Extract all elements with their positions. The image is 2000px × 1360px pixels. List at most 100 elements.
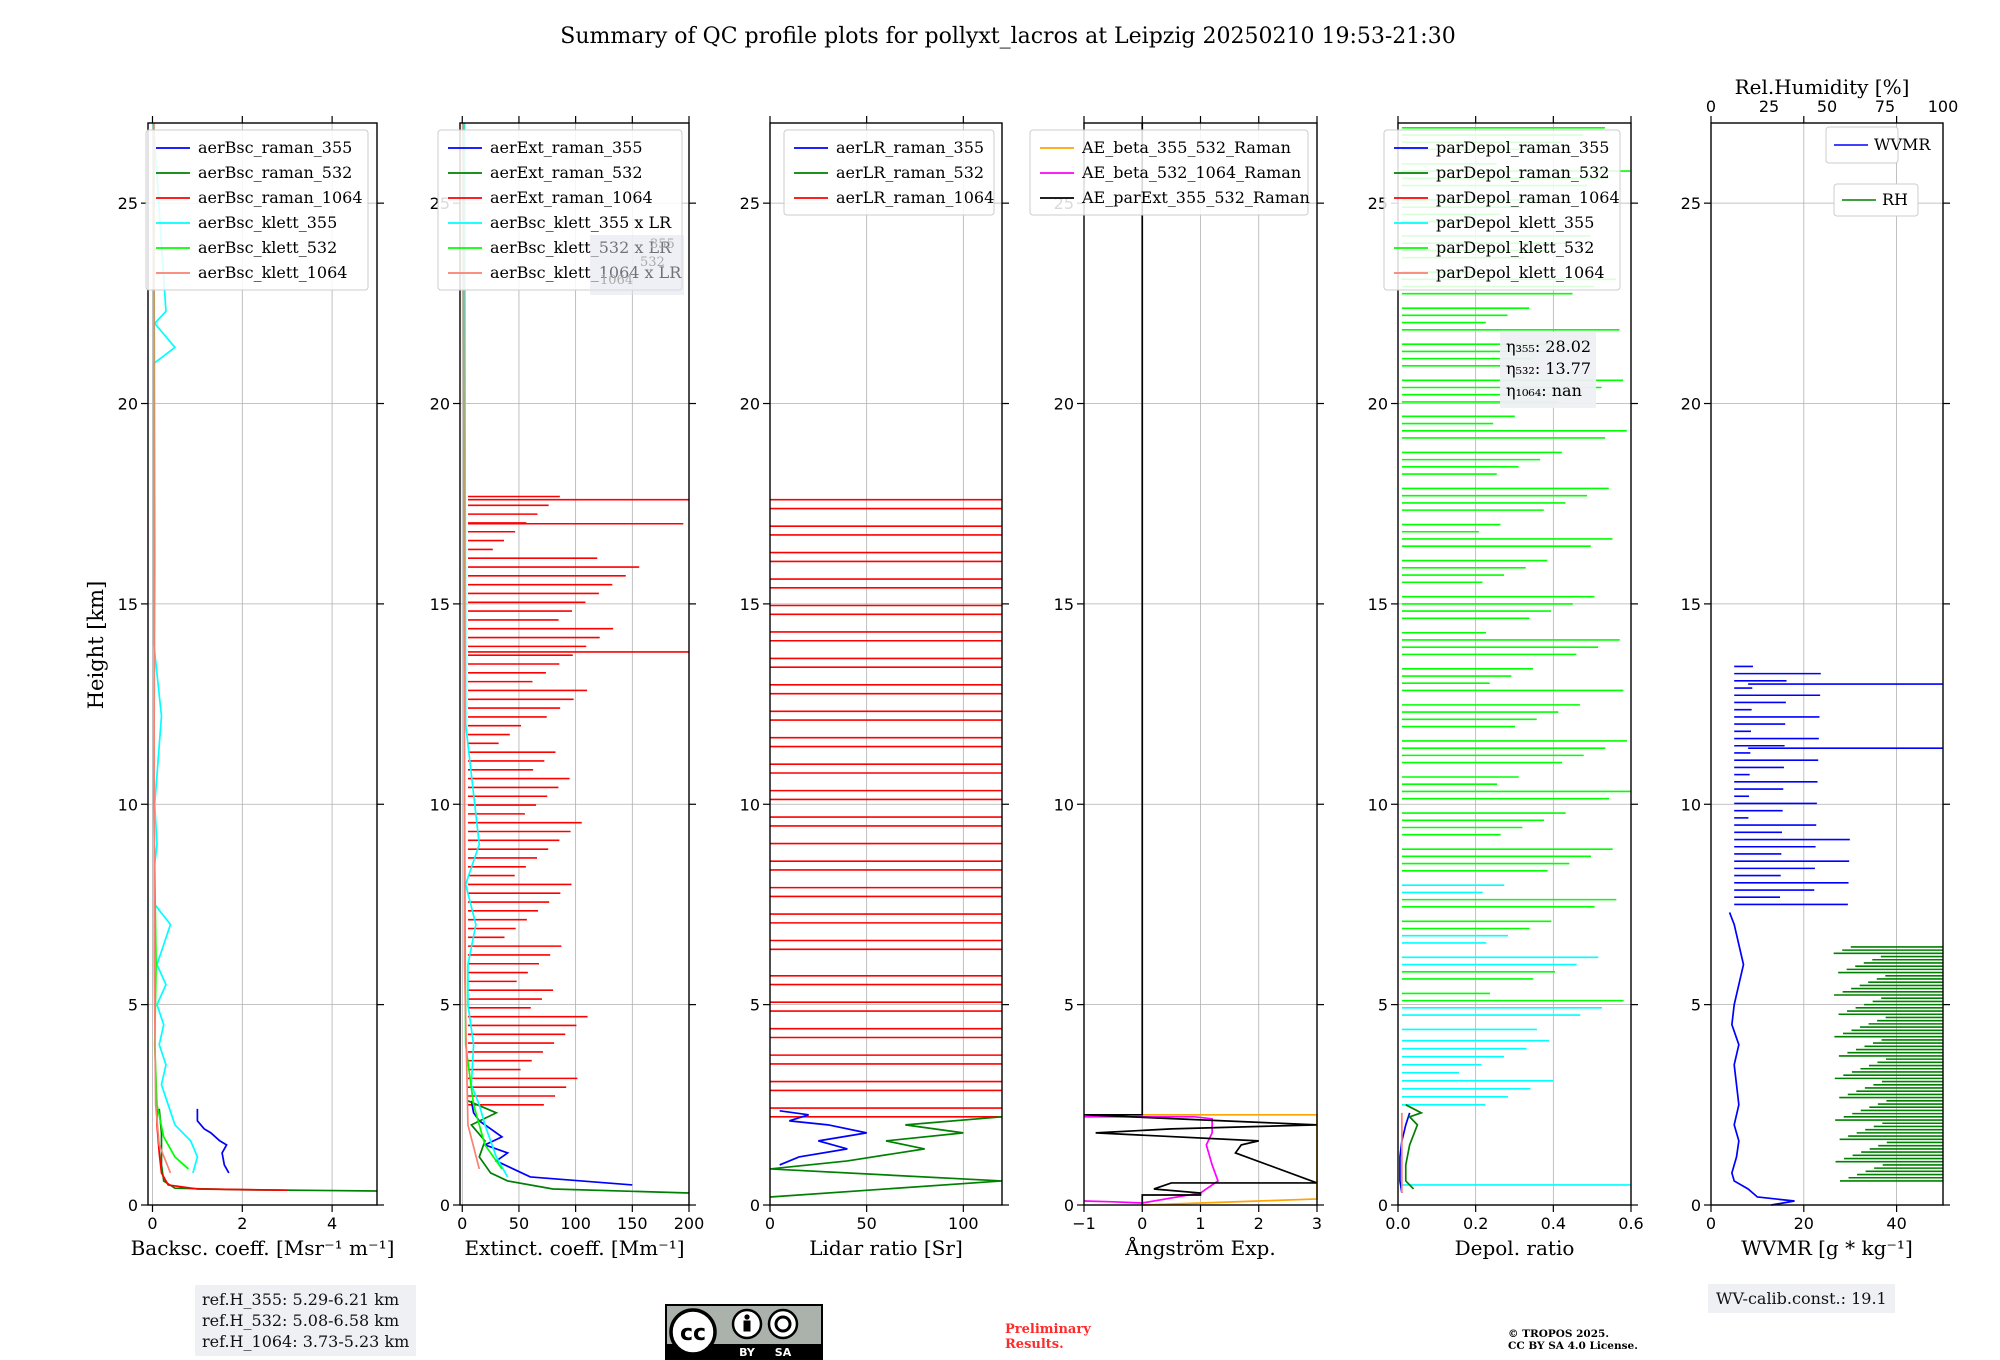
y-tick-label: 10 bbox=[740, 795, 760, 814]
wv-legend: WVMR RH bbox=[1825, 126, 1931, 217]
rh-tick-label: 50 bbox=[1817, 97, 1837, 116]
wv-legend-label: WVMR bbox=[1874, 135, 1931, 154]
x-tick-label: 100 bbox=[560, 1214, 591, 1233]
x-tick-label: 20 bbox=[1794, 1214, 1814, 1233]
y-tick-label: 0 bbox=[1691, 1196, 1701, 1215]
eta-1064: η₁₀₆₄: nan bbox=[1506, 381, 1582, 400]
y-tick-label: 25 bbox=[118, 194, 138, 213]
x-tick-label: 40 bbox=[1886, 1214, 1906, 1233]
series-line-parDepol_raman_355 bbox=[1399, 1112, 1411, 1194]
legend-label: aerBsc_raman_532 bbox=[198, 163, 352, 182]
y-tick-label: 25 bbox=[740, 194, 760, 213]
x-tick-label: −1 bbox=[1072, 1214, 1096, 1233]
legend-box bbox=[145, 129, 369, 291]
y-tick-label: 5 bbox=[1378, 996, 1388, 1015]
y-tick-label: 20 bbox=[118, 395, 138, 414]
legend-box bbox=[1029, 129, 1309, 216]
x-tick-label: 50 bbox=[509, 1214, 529, 1233]
preliminary-note: Preliminary Results. bbox=[1005, 1322, 1091, 1352]
series-line-aerBsc_raman_1064 bbox=[156, 1108, 288, 1192]
x-axis-label: Lidar ratio [Sr] bbox=[809, 1236, 963, 1260]
legend-label: AE_beta_355_532_Raman bbox=[1081, 138, 1291, 157]
legend-label: aerBsc_klett_355 x LR bbox=[490, 213, 672, 232]
axes-frame bbox=[1710, 122, 1944, 1206]
y-tick-label: 5 bbox=[1691, 996, 1701, 1015]
legend-label: parDepol_raman_355 bbox=[1436, 138, 1609, 157]
series-line-aerBsc_raman_355 bbox=[196, 1108, 230, 1174]
series-line-parDepol_raman_532 bbox=[1404, 1104, 1424, 1190]
legend-label: aerBsc_raman_355 bbox=[198, 138, 352, 157]
y-tick-label: 0 bbox=[1064, 1196, 1074, 1215]
series-line-aerExt_raman_532 bbox=[467, 1100, 690, 1194]
panel-angstrom: −101230510152025Ångström Exp.AE_beta_355… bbox=[1029, 116, 1324, 1260]
eta-355: η₃₅₅: 28.02 bbox=[1506, 337, 1591, 356]
legend-label: aerLR_raman_1064 bbox=[836, 188, 994, 207]
x-axis-label: WVMR [g * kg⁻¹] bbox=[1741, 1236, 1913, 1260]
rh-axis-label: Rel.Humidity [%] bbox=[1735, 75, 1910, 99]
y-tick-label: 20 bbox=[1681, 395, 1701, 414]
series-line-aerBsc_raman_532 bbox=[158, 1108, 378, 1192]
x-tick-label: 0 bbox=[1706, 1214, 1716, 1233]
eta-info-box: η₃₅₅: 28.02 η₅₃₂: 13.77 η₁₀₆₄: nan bbox=[1500, 332, 1596, 408]
ref-height-532: ref.H_532: 5.08-6.58 km bbox=[202, 1311, 400, 1330]
x-tick-label: 0 bbox=[457, 1214, 467, 1233]
legend-label: parDepol_raman_1064 bbox=[1436, 188, 1620, 207]
panel-depol: 0.0 0.2 0.4 0.6 0 5 10 15 20 25 Depol. ratio parDep… bbox=[1368, 116, 1644, 1260]
x-tick-label: 0 bbox=[1137, 1214, 1147, 1233]
y-tick-label: 15 bbox=[118, 595, 138, 614]
legend-label: AE_beta_532_1064_Raman bbox=[1081, 163, 1301, 182]
x-tick-label: 3 bbox=[1312, 1214, 1322, 1233]
y-tick-label: 10 bbox=[430, 795, 450, 814]
y-tick-label: 0 bbox=[128, 1196, 138, 1215]
panel-lidar-ratio: 0 50 100 0 5 10 15 20 25 Lidar ratio [Sr] aerLR_ra… bbox=[740, 116, 1009, 1260]
y-tick-label: 5 bbox=[440, 996, 450, 1015]
x-tick-label: 0.4 bbox=[1541, 1214, 1566, 1233]
wv-calib-box: WV-calib.const.: 19.1 bbox=[1708, 1284, 1895, 1313]
by-label: BY bbox=[739, 1346, 756, 1359]
rh-tick-label: 0 bbox=[1706, 97, 1716, 116]
series-line-AE_beta_532_1064_Raman bbox=[1083, 1115, 1219, 1204]
y-tick-label: 15 bbox=[430, 595, 450, 614]
legend-box bbox=[783, 129, 995, 216]
panel-backscatter: 0 2 4 0 5 10 15 20 25 Backsc. coeff. [Msr⁻¹ m⁻¹] a… bbox=[118, 116, 395, 1260]
ext-overlay-532: 532 bbox=[640, 255, 665, 270]
legend-label: AE_parExt_355_532_Raman bbox=[1081, 188, 1310, 207]
series-line-aerBsc_klett_355 x LR bbox=[463, 122, 509, 1178]
series-line-AE_parExt_355_532_Raman bbox=[1083, 123, 1318, 1205]
x-axis-label: Backsc. coeff. [Msr⁻¹ m⁻¹] bbox=[131, 1236, 395, 1260]
x-axis-label: Extinct. coeff. [Mm⁻¹] bbox=[464, 1236, 684, 1260]
eta-532: η₅₃₂: 13.77 bbox=[1506, 359, 1591, 378]
sa-icon bbox=[767, 1308, 799, 1340]
x-tick-label: 4 bbox=[327, 1214, 337, 1233]
legend-label: aerBsc_raman_1064 bbox=[198, 188, 363, 207]
y-tick-label: 25 bbox=[1681, 194, 1701, 213]
preliminary-line-1: Preliminary bbox=[1005, 1322, 1091, 1337]
y-axis-label: Height [km] bbox=[84, 581, 108, 710]
wv-calib-text: WV-calib.const.: 19.1 bbox=[1716, 1289, 1887, 1308]
ext-overlay-1064: 1064 bbox=[600, 273, 633, 288]
x-tick-label: 200 bbox=[674, 1214, 705, 1233]
y-tick-label: 0 bbox=[440, 1196, 450, 1215]
legend-label: aerBsc_klett_532 bbox=[198, 238, 337, 257]
rh-legend-label: RH bbox=[1882, 190, 1908, 209]
legend-label: aerLR_raman_355 bbox=[836, 138, 984, 157]
series-line-aerLR_raman_532 bbox=[769, 1115, 1003, 1198]
x-tick-label: 0.0 bbox=[1385, 1214, 1410, 1233]
y-tick-label: 5 bbox=[128, 996, 138, 1015]
ref-height-box: ref.H_355: 5.29-6.21 km ref.H_532: 5.08-… bbox=[195, 1285, 417, 1356]
y-tick-label: 10 bbox=[1054, 795, 1074, 814]
panel-extinction: 0501001502000510152025Extinct. coeff. [M… bbox=[430, 116, 705, 1260]
series-line-aerBsc_klett_1064 x LR bbox=[462, 122, 481, 1170]
rh-tick-label: 25 bbox=[1759, 97, 1779, 116]
x-tick-label: 0 bbox=[765, 1214, 775, 1233]
axes-frame bbox=[147, 122, 378, 1206]
x-tick-label: 0.2 bbox=[1463, 1214, 1488, 1233]
x-tick-label: 0.6 bbox=[1618, 1214, 1643, 1233]
series-line-aerBsc_klett_1064 bbox=[152, 122, 172, 1174]
y-tick-label: 15 bbox=[740, 595, 760, 614]
y-tick-label: 20 bbox=[1368, 395, 1388, 414]
series-line-aerLR_raman_355 bbox=[779, 1109, 867, 1166]
cc-by-sa-badge: cc BY SA bbox=[665, 1304, 823, 1360]
legend-label: aerLR_raman_532 bbox=[836, 163, 984, 182]
y-tick-label: 20 bbox=[430, 395, 450, 414]
